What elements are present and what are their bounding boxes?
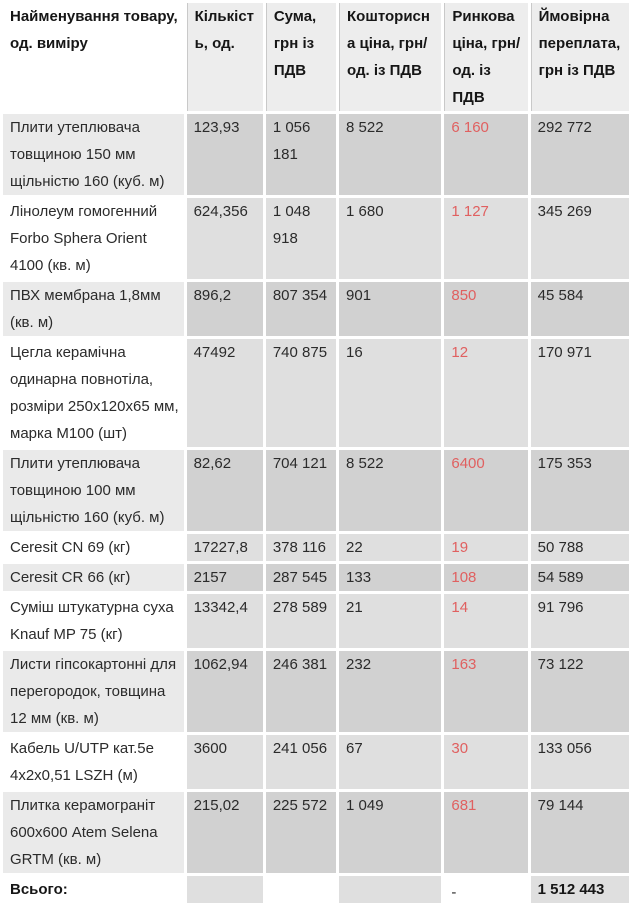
market-price-cell: 163 — [444, 651, 528, 732]
market-price-cell: 12 — [444, 339, 528, 447]
estimate-price-cell: 21 — [339, 594, 442, 648]
quantity-cell: 1062,94 — [186, 651, 263, 732]
sum-cell: 1 048 918 — [265, 198, 337, 279]
market-price-cell: 1 127 — [444, 198, 528, 279]
estimate-price-cell: 22 — [339, 534, 442, 561]
item-row: Ceresit CR 66 (кг) 2157 287 545 133 108 54 58… — [3, 564, 629, 591]
total-label: Всього: — [10, 881, 68, 898]
header-row: Найменування товару, од. виміру Кількіст… — [3, 3, 629, 111]
item-row: Суміш штукатурна суха Knauf MP 75 (кг) 13… — [3, 594, 629, 648]
item-row: Ceresit CN 69 (кг) 17227,8 378 116 22 19 50 7… — [3, 534, 629, 561]
item-name-cell: Цегла керамічна одинарна повнотіла, розм… — [3, 339, 184, 447]
quantity-cell: 13342,4 — [186, 594, 263, 648]
col-header-market-price: Ринкова ціна, грн/ од. із ПДВ — [444, 3, 528, 111]
quantity-cell: 3600 — [186, 735, 263, 789]
quantity-cell: 624,356 — [186, 198, 263, 279]
item-name-cell: ПВХ мембрана 1,8мм (кв. м) — [3, 282, 184, 336]
total-sum-cell — [266, 876, 336, 903]
total-market-cell: - — [451, 884, 457, 901]
col-header-quantity: Кількість, од. — [186, 3, 263, 111]
sum-cell: 287 545 — [265, 564, 337, 591]
estimate-price-cell: 1 680 — [339, 198, 442, 279]
item-row: ПВХ мембрана 1,8мм (кв. м) 896,2 807 354 90… — [3, 282, 629, 336]
overpayment-cell: 292 772 — [530, 114, 629, 195]
quantity-cell: 2157 — [186, 564, 263, 591]
overpayment-cell: 45 584 — [530, 282, 629, 336]
estimate-price-cell: 16 — [339, 339, 442, 447]
overpayment-cell: 175 353 — [530, 450, 629, 531]
market-price-cell: 850 — [444, 282, 528, 336]
estimate-price-cell: 901 — [339, 282, 442, 336]
item-name-cell: Плити утеплювача товщиною 100 мм щільніс… — [3, 450, 184, 531]
quantity-cell: 896,2 — [186, 282, 263, 336]
estimate-price-cell: 133 — [339, 564, 442, 591]
estimate-price-cell: 1 049 — [339, 792, 442, 873]
item-row: Плити утеплювача товщиною 150 мм щільніс… — [3, 114, 629, 195]
sum-cell: 807 354 — [265, 282, 337, 336]
market-price-cell: 14 — [444, 594, 528, 648]
market-price-cell: 6400 — [444, 450, 528, 531]
col-header-overpayment: Ймовірна переплата, грн із ПДВ — [530, 3, 629, 111]
item-name-cell: Суміш штукатурна суха Knauf MP 75 (кг) — [3, 594, 184, 648]
item-row: Плити утеплювача товщиною 100 мм щільніс… — [3, 450, 629, 531]
market-price-cell: 19 — [444, 534, 528, 561]
item-name-cell: Ceresit CN 69 (кг) — [3, 534, 184, 561]
total-row: Всього: - 1 512 443 — [3, 876, 629, 903]
market-price-cell: 6 160 — [444, 114, 528, 195]
total-quantity-cell — [186, 876, 263, 903]
market-price-cell: 108 — [444, 564, 528, 591]
item-name-cell: Ceresit CR 66 (кг) — [3, 564, 184, 591]
overpayment-cell: 91 796 — [530, 594, 629, 648]
total-estimate-cell — [339, 876, 442, 903]
item-row: Цегла керамічна одинарна повнотіла, розм… — [3, 339, 629, 447]
item-row: Листи гіпсокартонні для перегородок, тов… — [3, 651, 629, 732]
sum-cell: 225 572 — [265, 792, 337, 873]
item-name-cell: Плити утеплювача товщиною 150 мм щільніс… — [3, 114, 184, 195]
quantity-cell: 82,62 — [186, 450, 263, 531]
overpayment-cell: 133 056 — [530, 735, 629, 789]
overpayment-cell: 345 269 — [530, 198, 629, 279]
item-row: Лінолеум гомогенний Forbo Sphera Orient … — [3, 198, 629, 279]
quantity-cell: 123,93 — [186, 114, 263, 195]
sum-cell: 278 589 — [265, 594, 337, 648]
col-header-sum: Сума, грн із ПДВ — [265, 3, 337, 111]
item-name-cell: Плитка керамограніт 600х600 Atem Selena … — [3, 792, 184, 873]
sum-cell: 241 056 — [265, 735, 337, 789]
col-header-item-name: Найменування товару, од. виміру — [3, 3, 184, 111]
sum-cell: 740 875 — [265, 339, 337, 447]
quantity-cell: 215,02 — [186, 792, 263, 873]
overpayment-cell: 170 971 — [530, 339, 629, 447]
item-row: Плитка керамограніт 600х600 Atem Selena … — [3, 792, 629, 873]
overpayment-cell: 79 144 — [530, 792, 629, 873]
estimate-price-cell: 67 — [339, 735, 442, 789]
market-price-cell: 30 — [444, 735, 528, 789]
overpayment-cell: 50 788 — [530, 534, 629, 561]
estimate-price-cell: 8 522 — [339, 450, 442, 531]
item-row: Кабель U/UTP кат.5е 4х2х0,51 LSZH (м) 360… — [3, 735, 629, 789]
quantity-cell: 47492 — [186, 339, 263, 447]
market-price-cell: 681 — [444, 792, 528, 873]
item-name-cell: Кабель U/UTP кат.5е 4х2х0,51 LSZH (м) — [3, 735, 184, 789]
sum-cell: 378 116 — [265, 534, 337, 561]
total-overpayment-cell: 1 512 443 — [530, 876, 629, 903]
sum-cell: 1 056 181 — [265, 114, 337, 195]
sum-cell: 246 381 — [265, 651, 337, 732]
item-name-cell: Лінолеум гомогенний Forbo Sphera Orient … — [3, 198, 184, 279]
item-name-cell: Листи гіпсокартонні для перегородок, тов… — [3, 651, 184, 732]
estimate-price-cell: 232 — [339, 651, 442, 732]
quantity-cell: 17227,8 — [186, 534, 263, 561]
sum-cell: 704 121 — [265, 450, 337, 531]
estimate-price-cell: 8 522 — [339, 114, 442, 195]
overpayment-cell: 54 589 — [530, 564, 629, 591]
col-header-estimate-price: Кошторисна ціна, грн/од. із ПДВ — [339, 3, 442, 111]
overpayment-cell: 73 122 — [530, 651, 629, 732]
